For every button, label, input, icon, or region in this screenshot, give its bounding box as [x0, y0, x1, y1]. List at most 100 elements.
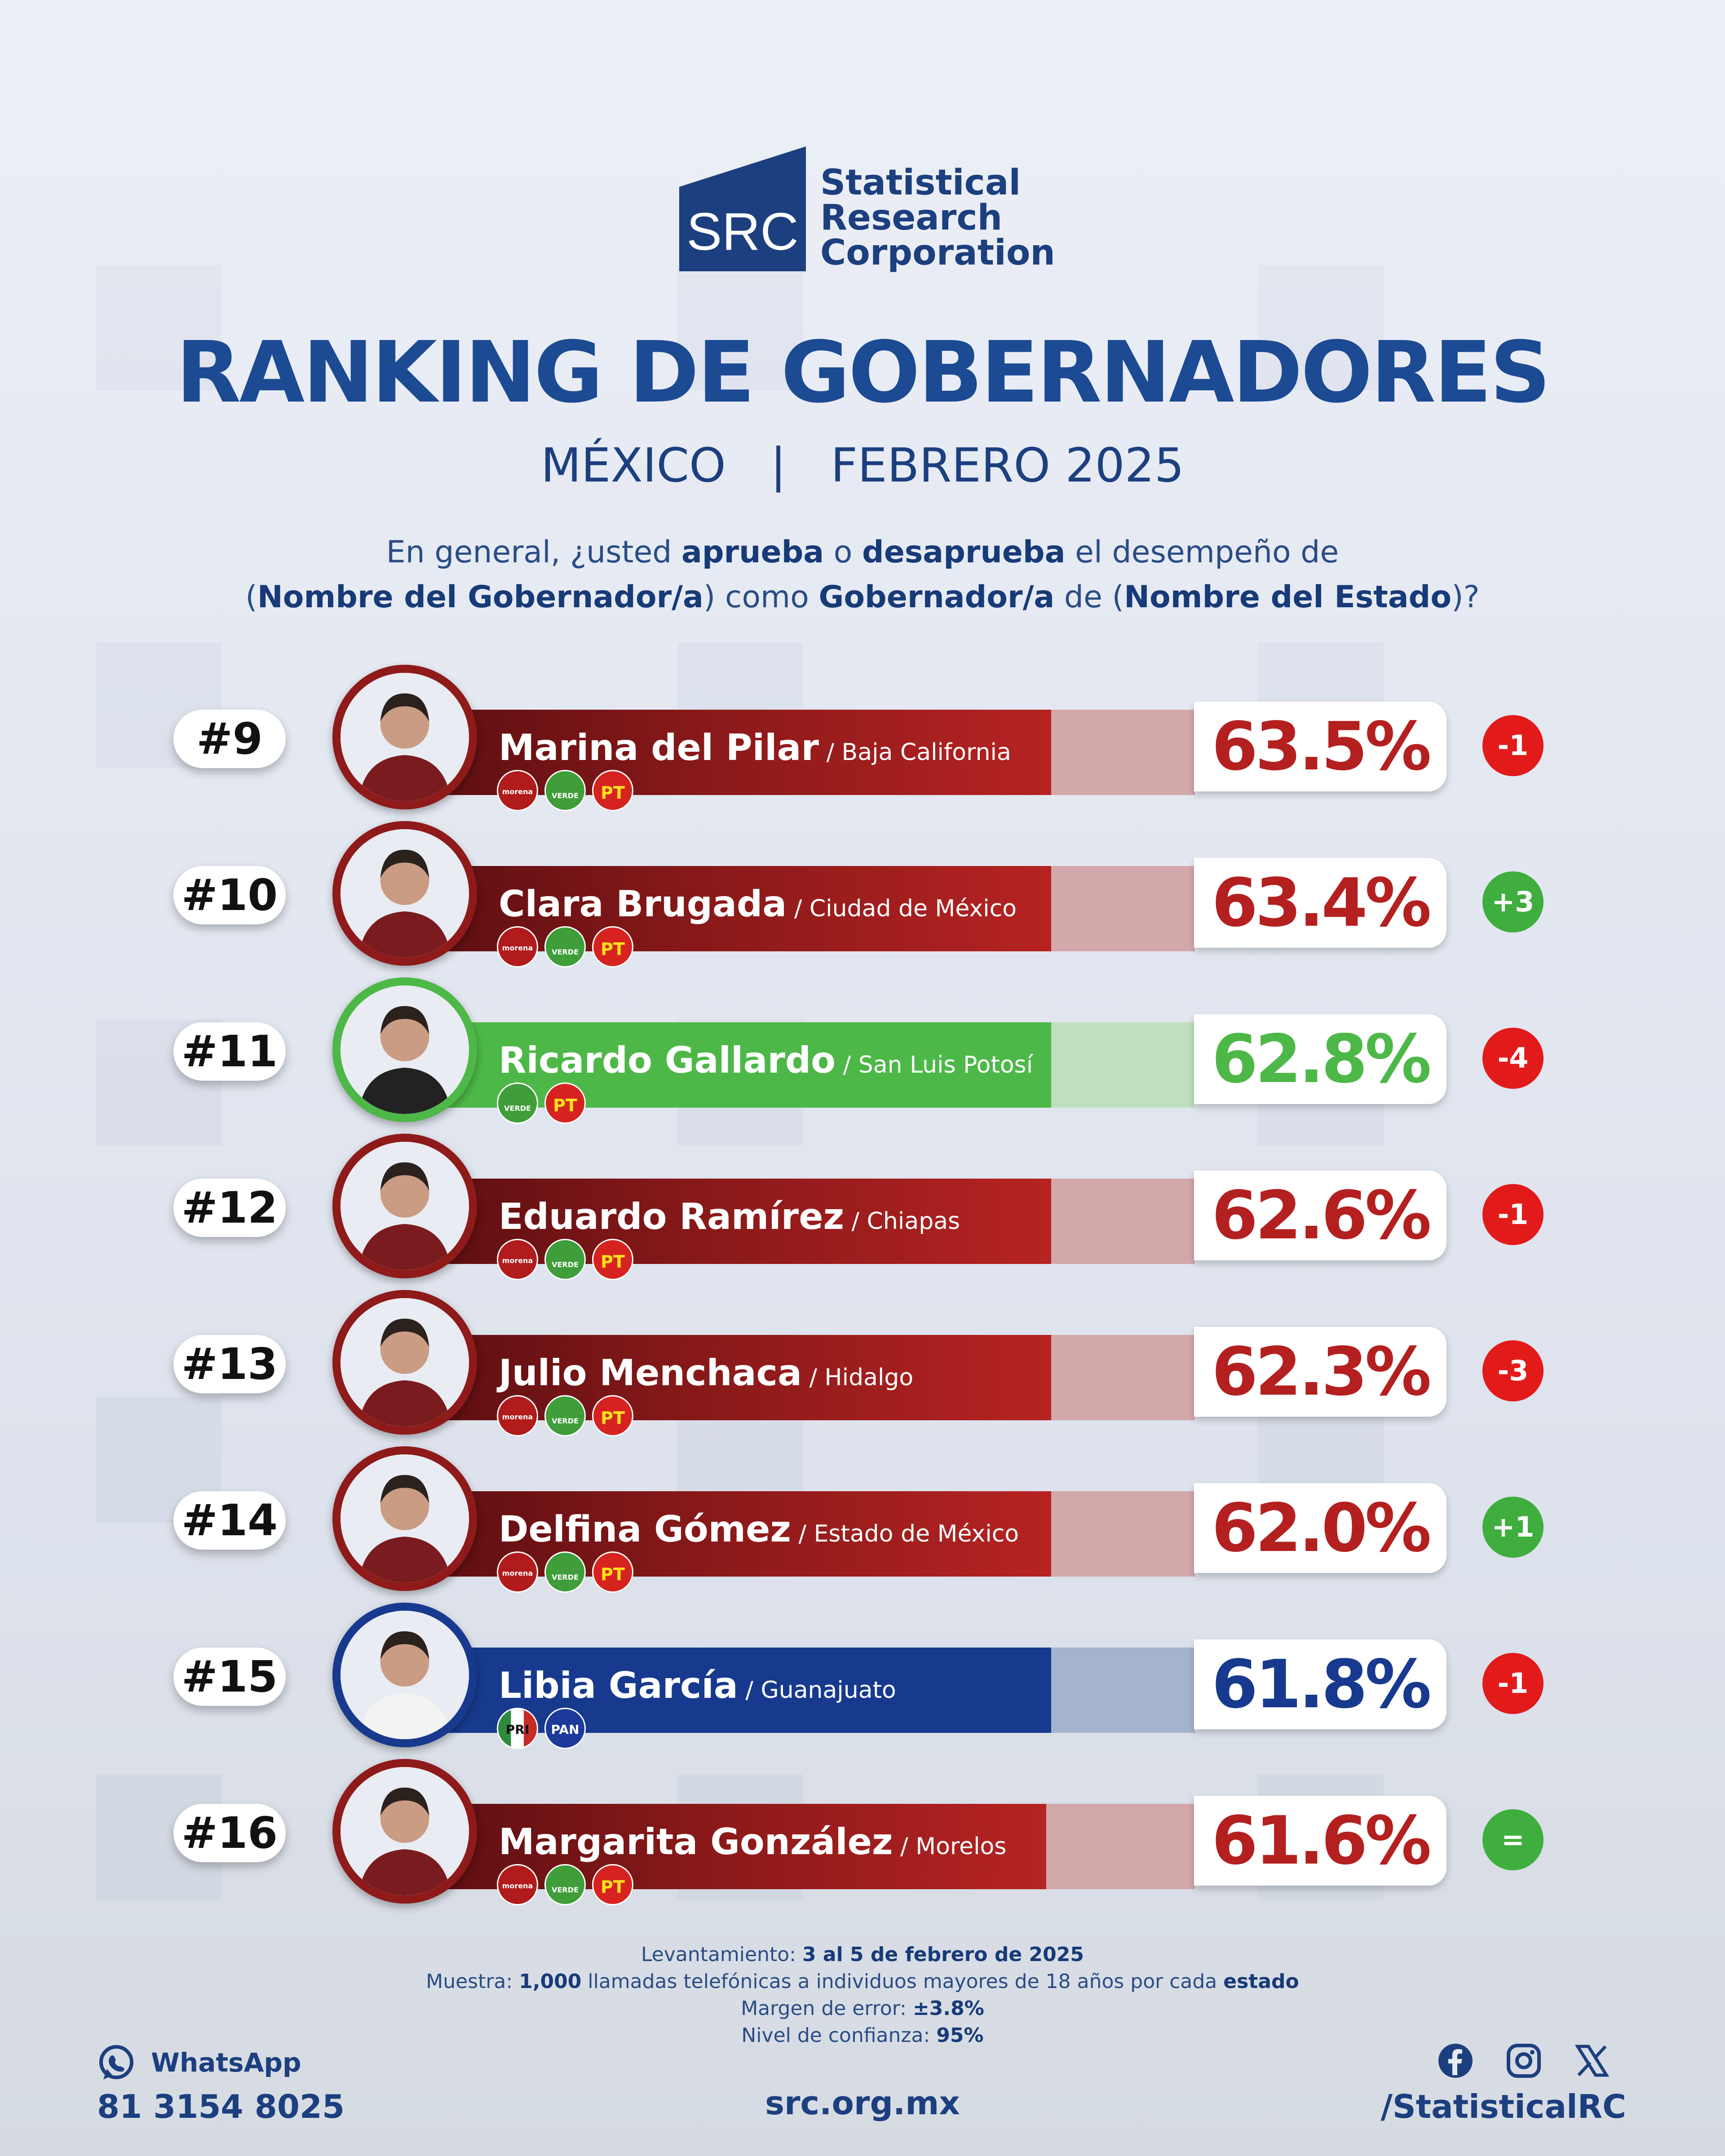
src-logo: SRC Statistical Research Corporation	[679, 146, 1055, 281]
person-icon	[341, 1454, 469, 1583]
rank-label: #9	[173, 710, 286, 768]
party-logo-pt: PT	[592, 1239, 633, 1280]
governor-name-text: Julio Menchaca	[499, 1352, 802, 1394]
src-logo-text: Statistical Research Corporation	[820, 165, 1055, 270]
governor-name: Libia García / Guanajuato	[499, 1665, 896, 1706]
whatsapp-number: 81 3154 8025	[97, 2088, 345, 2125]
page-subtitle: MÉXICO | FEBRERO 2025	[0, 438, 1725, 493]
governor-name: Clara Brugada / Ciudad de México	[499, 883, 1017, 925]
party-logo-morena: morena	[497, 1864, 538, 1905]
person-icon	[341, 985, 469, 1114]
person-icon	[341, 1611, 469, 1739]
governor-name-text: Margarita González	[499, 1821, 893, 1863]
governor-name-text: Ricardo Gallardo	[499, 1039, 836, 1081]
note-label: Nivel de confianza:	[741, 2024, 937, 2047]
note-label: Levantamiento:	[641, 1943, 802, 1966]
ranking-row: #13 Julio Menchaca / Hidalgo morena VERDE PT…	[0, 1290, 1725, 1443]
whatsapp-icon	[99, 2045, 133, 2080]
governor-avatar	[332, 1603, 477, 1747]
party-logo-verde: VERDE	[544, 1239, 586, 1280]
subtitle-period: FEBRERO 2025	[831, 438, 1184, 493]
rank-change-badge: -3	[1482, 1340, 1544, 1401]
note-label: Muestra:	[426, 1970, 519, 1993]
party-logo-morena: morena	[497, 926, 538, 968]
question-text: En general, ¿usted	[386, 535, 681, 570]
src-logo-mark: SRC	[679, 146, 806, 271]
page-title: RANKING DE GOBERNADORES	[176, 323, 1551, 422]
governor-avatar	[332, 977, 477, 1122]
person-icon	[341, 673, 469, 801]
x-icon[interactable]	[1574, 2043, 1610, 2079]
facebook-icon[interactable]	[1438, 2043, 1473, 2079]
question-bold: Gobernador/a	[818, 579, 1055, 615]
note-text: llamadas telefónicas a individuos mayore…	[581, 1970, 1224, 1993]
state-name: / Chiapas	[844, 1208, 960, 1235]
question-bold: desaprueba	[862, 535, 1066, 570]
confidence-line: Nivel de confianza: 95%	[0, 2022, 1725, 2049]
approval-value: 61.8%	[1194, 1639, 1446, 1729]
rank-label: #13	[173, 1335, 286, 1393]
question-text: (	[245, 579, 257, 615]
website-link[interactable]: src.org.mx	[765, 2084, 960, 2122]
question-text: de (	[1054, 579, 1124, 615]
party-logo-pt: PT	[592, 1864, 633, 1905]
instagram-icon[interactable]	[1506, 2043, 1542, 2079]
person-icon	[341, 1767, 469, 1895]
person-icon	[341, 1142, 469, 1270]
survey-question: En general, ¿usted aprueba o desaprueba …	[180, 530, 1545, 620]
methodology-notes: Levantamiento: 3 al 5 de febrero de 2025…	[0, 1941, 1725, 2049]
question-text: o	[824, 535, 862, 570]
rank-change-badge: -1	[1482, 715, 1544, 776]
governor-name: Delfina Gómez / Estado de México	[499, 1508, 1019, 1550]
state-name: / Hidalgo	[801, 1364, 914, 1391]
ranking-row: #15 Libia García / Guanajuato PRI PAN 61.8% -…	[0, 1603, 1725, 1755]
party-logo-morena: morena	[497, 770, 538, 811]
governor-name-text: Clara Brugada	[499, 883, 787, 925]
rank-label: #11	[173, 1022, 286, 1081]
state-name: / Ciudad de México	[787, 895, 1017, 922]
governor-avatar	[332, 1134, 477, 1278]
party-logo-verde: VERDE	[544, 1864, 586, 1905]
party-logo-morena: morena	[497, 1551, 538, 1593]
state-name: / Estado de México	[791, 1520, 1019, 1547]
sample-line: Muestra: 1,000 llamadas telefónicas a in…	[0, 1968, 1725, 1995]
brand-line-1: Statistical	[820, 163, 1021, 203]
rank-change-badge: +3	[1482, 871, 1544, 932]
error-line: Margen de error: ±3.8%	[0, 1995, 1725, 2022]
social-handle[interactable]: /StatisticalRC	[1380, 2088, 1626, 2125]
party-logo-verde: VERDE	[544, 1551, 586, 1593]
ranking-row: #11 Ricardo Gallardo / San Luis Potosí VER…	[0, 977, 1725, 1130]
party-logo-morena: morena	[497, 1239, 538, 1280]
bar-container: Julio Menchaca / Hidalgo	[431, 1335, 1195, 1420]
party-logo-pt: PT	[592, 926, 633, 968]
governor-avatar	[332, 1290, 477, 1435]
note-value: 1,000	[519, 1970, 582, 1993]
party-logo-pan: PAN	[544, 1708, 586, 1749]
ranking-row: #14 Delfina Gómez / Estado de México moren…	[0, 1446, 1725, 1599]
brand-line-3: Corporation	[820, 233, 1055, 273]
governor-name-text: Marina del Pilar	[499, 727, 819, 769]
note-value: estado	[1223, 1970, 1299, 1993]
governor-name-text: Delfina Gómez	[499, 1508, 791, 1550]
party-logo-verde: VERDE	[544, 1395, 586, 1436]
person-icon	[341, 1298, 469, 1427]
subtitle-country: MÉXICO	[541, 438, 726, 493]
party-logo-pt: PT	[592, 1551, 633, 1593]
approval-value: 62.3%	[1194, 1327, 1446, 1417]
rank-change-badge: -1	[1482, 1653, 1544, 1714]
note-value: 95%	[936, 2024, 984, 2047]
rank-change-badge: -4	[1482, 1028, 1544, 1089]
question-text: )?	[1451, 579, 1480, 615]
approval-value: 61.6%	[1194, 1796, 1446, 1886]
ranking-row: #12 Eduardo Ramírez / Chiapas morena VERDE P…	[0, 1134, 1725, 1286]
question-bold: aprueba	[681, 535, 824, 570]
governor-avatar	[332, 1446, 477, 1591]
src-logo-mark-text: SRC	[686, 202, 798, 261]
whatsapp-label: WhatsApp	[151, 2047, 301, 2078]
note-value: 3 al 5 de febrero de 2025	[802, 1943, 1084, 1966]
governor-avatar	[332, 665, 477, 809]
state-name: / San Luis Potosí	[836, 1051, 1033, 1078]
party-logo-pri: PRI	[497, 1708, 538, 1749]
state-name: / Morelos	[893, 1833, 1007, 1860]
approval-value: 62.8%	[1194, 1014, 1446, 1104]
